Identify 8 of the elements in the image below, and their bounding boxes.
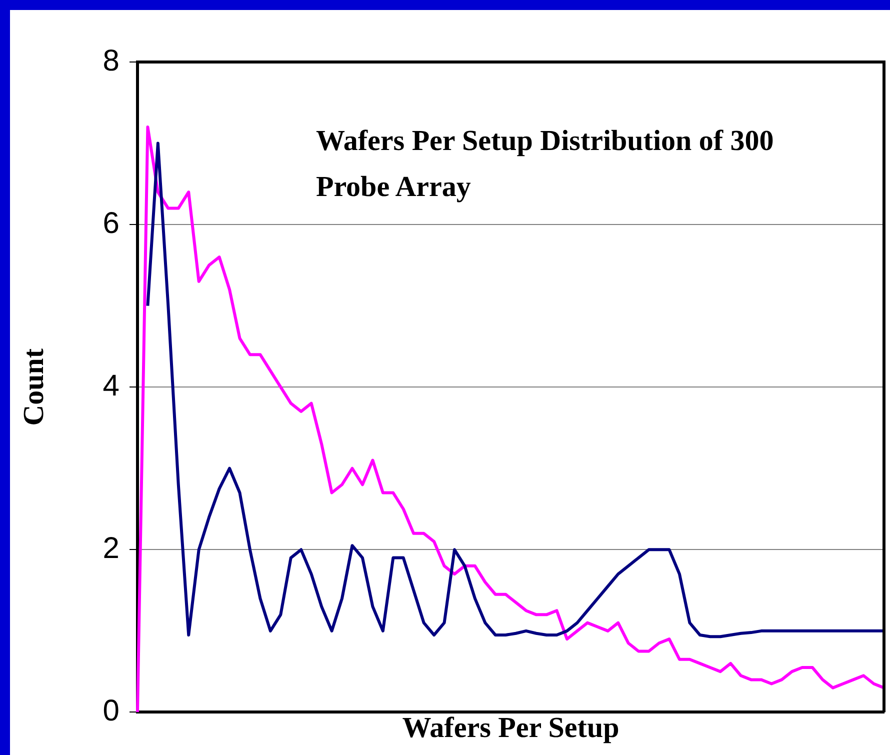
y-tick-label: 8: [102, 44, 120, 78]
y-tick-label: 0: [102, 694, 120, 728]
x-axis-title: Wafers Per Setup: [402, 712, 620, 744]
y-tick-label: 4: [102, 369, 120, 402]
y-tick-label: 2: [102, 532, 120, 565]
y-tick-label: 6: [102, 206, 120, 240]
y-axis-title: Count: [18, 348, 50, 426]
text: Wafers Per Setup Distribution of 300 Probe Array: [316, 124, 775, 205]
